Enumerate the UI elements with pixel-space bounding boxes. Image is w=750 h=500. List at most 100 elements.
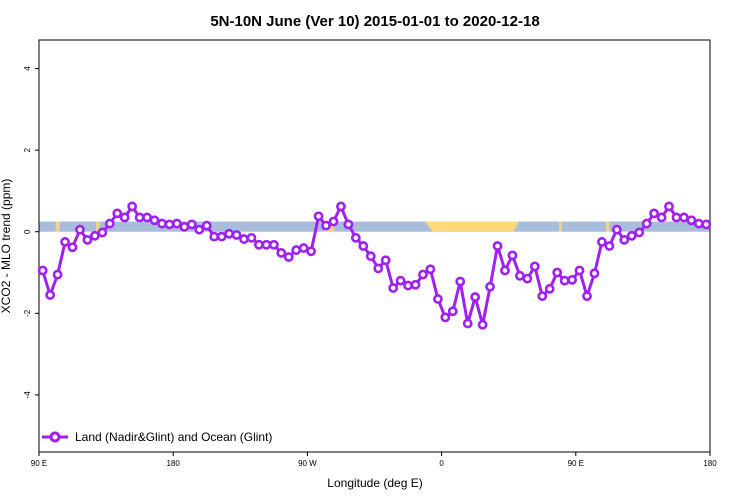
data-point: [89, 230, 100, 241]
data-point: [432, 294, 443, 304]
data-point: [209, 231, 220, 242]
data-point: [67, 242, 78, 253]
data-point: [410, 279, 421, 290]
data-point: [604, 241, 615, 251]
data-point: [127, 201, 138, 212]
data-point: [224, 228, 235, 239]
data-point: [194, 224, 205, 235]
data-point: [418, 269, 428, 280]
y-tick-label: 0: [23, 229, 32, 234]
data-point: [268, 239, 279, 250]
data-point: [500, 265, 510, 276]
data-point: [552, 267, 563, 278]
x-tick-label: 180: [703, 459, 717, 468]
data-point: [119, 212, 130, 223]
data-point: [134, 212, 145, 223]
data-point: [641, 218, 652, 229]
data-point: [634, 227, 645, 238]
data-point: [97, 227, 108, 238]
data-point: [477, 319, 488, 330]
data-point: [626, 230, 637, 241]
series-points: [37, 201, 712, 330]
data-point: [201, 220, 212, 231]
data-point: [462, 318, 473, 329]
data-point: [522, 273, 533, 284]
data-point: [149, 215, 160, 226]
y-tick-label: 2: [23, 147, 32, 152]
data-point: [328, 216, 339, 227]
data-point: [283, 252, 294, 262]
data-point: [239, 234, 249, 244]
data-point: [611, 224, 622, 235]
y-tick-label: -4: [23, 391, 32, 399]
data-point: [693, 218, 704, 229]
data-point: [589, 268, 600, 279]
data-point: [470, 292, 481, 302]
data-point: [574, 265, 585, 276]
data-point: [112, 208, 123, 219]
data-point: [276, 248, 287, 258]
data-point: [619, 234, 630, 245]
x-tick-label: 0: [439, 459, 444, 468]
data-point: [45, 290, 56, 300]
data-point: [254, 239, 264, 250]
land-ocean-strip: [39, 221, 710, 232]
y-axis-label: XCO2 - MLO trend (ppm): [0, 179, 13, 314]
data-point: [313, 211, 324, 222]
data-point: [492, 241, 503, 251]
data-point: [52, 269, 63, 280]
data-point: [455, 276, 466, 287]
data-point: [380, 255, 391, 266]
data-point: [172, 218, 182, 229]
data-point: [75, 224, 85, 235]
data-point: [365, 251, 376, 262]
plot-frame: [38, 39, 711, 453]
data-point: [388, 283, 399, 293]
x-tick-label: 90 E: [568, 459, 584, 468]
ocean-band: [39, 221, 710, 232]
data-point: [485, 281, 495, 292]
land-patch: [605, 221, 610, 232]
data-point: [395, 275, 406, 286]
data-point: [37, 265, 48, 276]
land-patch: [559, 221, 562, 232]
y-tick-label: -2: [23, 309, 32, 317]
data-point: [529, 261, 540, 272]
data-point: [164, 219, 175, 230]
x-axis: 90 E 180 90 W 0 90 E 180: [31, 452, 717, 468]
data-point: [597, 237, 607, 247]
data-point: [60, 237, 70, 247]
data-point: [306, 246, 317, 257]
data-point: [425, 264, 436, 275]
data-point: [507, 250, 518, 261]
data-point: [104, 218, 115, 229]
data-point: [373, 263, 384, 274]
data-point: [336, 201, 346, 212]
data-point: [179, 221, 190, 232]
data-point: [544, 283, 555, 294]
data-point: [142, 212, 152, 223]
data-point: [656, 212, 667, 223]
data-point: [216, 231, 227, 242]
data-point: [358, 241, 369, 251]
land-patch: [55, 221, 60, 232]
data-point: [321, 220, 331, 231]
legend-label: Land (Nadir&Glint) and Ocean (Glint): [75, 430, 272, 444]
data-point: [291, 245, 302, 255]
data-point: [671, 212, 682, 223]
data-point: [447, 306, 458, 317]
legend: Land (Nadir&Glint) and Ocean (Glint): [42, 430, 272, 444]
y-tick-label: 4: [23, 66, 32, 71]
data-point: [701, 219, 712, 230]
data-point: [664, 201, 674, 212]
data-point: [679, 212, 689, 223]
data-point: [514, 270, 525, 281]
data-point: [298, 243, 309, 253]
data-point: [246, 232, 257, 243]
data-point: [186, 219, 197, 230]
data-point: [686, 215, 697, 226]
x-tick-label: 180: [167, 459, 181, 468]
data-point: [82, 234, 93, 245]
x-tick-label: 90 W: [298, 459, 317, 468]
